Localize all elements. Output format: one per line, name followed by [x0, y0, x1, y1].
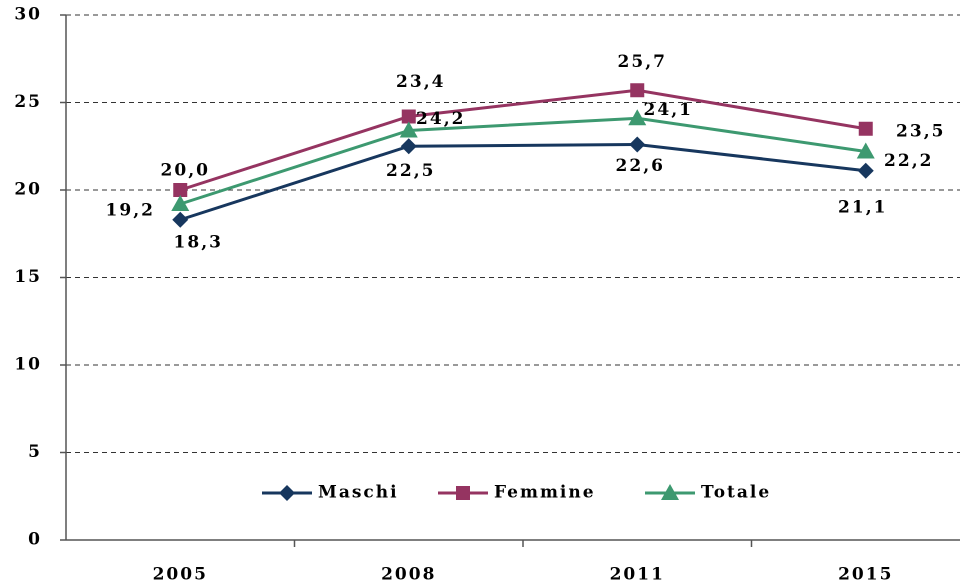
legend-marker — [456, 486, 470, 500]
y-tick-label: 25 — [14, 92, 42, 112]
series-line — [179, 88, 866, 192]
x-tick-label: 2011 — [610, 565, 665, 585]
data-label: 23,4 — [396, 72, 445, 92]
x-tick-label: 2008 — [381, 565, 436, 585]
data-label: 22,2 — [884, 151, 933, 171]
y-tick-label: 30 — [14, 5, 42, 25]
x-tick-label: 2005 — [153, 565, 208, 585]
legend-marker — [279, 485, 295, 501]
y-tick-label: 15 — [14, 267, 42, 287]
data-label: 22,6 — [616, 156, 665, 176]
data-label: 22,5 — [386, 161, 435, 181]
legend-label: Maschi — [318, 483, 399, 503]
data-point — [856, 142, 875, 159]
y-tick-label: 5 — [28, 442, 42, 462]
data-point — [401, 109, 416, 124]
data-point — [173, 183, 188, 197]
data-point — [857, 162, 874, 179]
series-line — [179, 116, 866, 206]
data-point — [172, 211, 189, 228]
data-label: 24,1 — [644, 100, 693, 120]
data-point — [400, 138, 417, 155]
data-point — [628, 109, 647, 126]
data-label: 25,7 — [618, 52, 667, 72]
data-point — [858, 121, 873, 136]
data-point — [629, 136, 646, 153]
y-tick-label: 20 — [14, 180, 42, 200]
data-label: 18,3 — [174, 232, 223, 252]
data-label: 23,5 — [896, 121, 945, 141]
legend-label: Femmine — [494, 483, 596, 503]
legend-label: Totale — [701, 483, 771, 503]
series-line — [179, 142, 866, 222]
y-tick-label: 10 — [14, 355, 42, 375]
legend-marker — [661, 484, 679, 500]
data-point — [630, 83, 645, 98]
data-label: 19,2 — [106, 201, 155, 221]
data-point — [171, 195, 190, 211]
x-tick-label: 2015 — [838, 565, 893, 585]
data-label: 21,1 — [838, 197, 887, 217]
data-label: 24,2 — [416, 109, 465, 129]
y-tick-label: 0 — [28, 530, 42, 550]
data-label: 20,0 — [161, 161, 210, 181]
data-point — [399, 121, 418, 138]
